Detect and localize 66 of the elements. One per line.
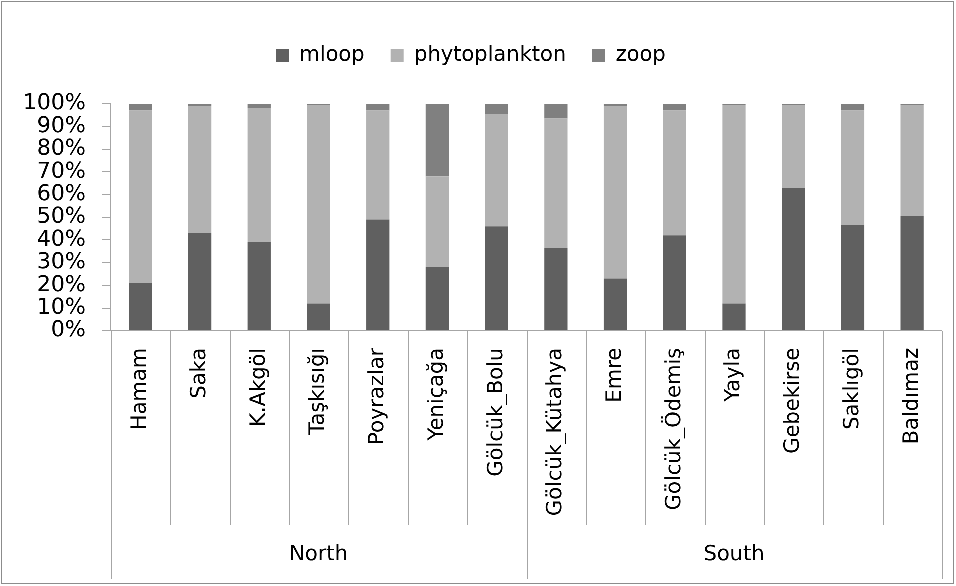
y-tick-label: 30% <box>37 250 86 275</box>
x-tick-label: Saklıgöl <box>839 348 864 430</box>
bar <box>544 118 568 248</box>
y-tick-label: 80% <box>37 136 86 162</box>
bar <box>485 104 508 114</box>
text: North <box>289 541 348 566</box>
bar <box>841 104 865 111</box>
x-tick-label: Yayla <box>720 348 745 403</box>
bar <box>366 104 390 111</box>
bar <box>841 225 865 330</box>
bar <box>485 226 508 330</box>
bar <box>307 105 330 304</box>
y-tick-label: 10% <box>37 295 86 320</box>
x-tick-label: K.Akgöl <box>246 348 270 427</box>
x-tick-label: Gölcük_Kütahya <box>542 348 567 516</box>
bar <box>426 176 450 268</box>
bar <box>544 248 568 330</box>
bar <box>366 110 390 220</box>
bar <box>782 188 806 330</box>
bar <box>900 216 924 330</box>
x-tick-label: Saka <box>186 348 210 399</box>
y-tick-label: 20% <box>37 272 86 298</box>
legend-label: mloop <box>300 42 365 66</box>
bar <box>722 105 746 304</box>
bar <box>426 267 450 330</box>
y-tick-label: 0% <box>51 318 86 343</box>
y-tick-label: 90% <box>37 113 86 138</box>
x-tick-label: Emre <box>602 348 626 403</box>
legend-label: zoop <box>616 42 666 66</box>
bar <box>366 220 390 330</box>
y-tick-label: 60% <box>37 182 86 207</box>
x-tick-label: Gebekirse <box>780 348 804 454</box>
y-tick-label: 40% <box>37 226 86 252</box>
x-tick-label: Hamam <box>127 348 152 430</box>
bar <box>188 233 212 330</box>
bar <box>782 105 806 188</box>
bar <box>307 304 330 330</box>
bar <box>485 114 508 227</box>
y-tick-label: 50% <box>37 204 86 230</box>
bar <box>841 110 865 226</box>
bar <box>663 236 686 330</box>
bar <box>663 110 686 236</box>
x-tick-label: Gölcük_Bolu <box>483 348 508 477</box>
bar <box>248 108 271 242</box>
y-tick-label: 100% <box>23 90 86 116</box>
bar <box>129 110 152 284</box>
bar <box>604 106 628 279</box>
y-tick-label: 70% <box>37 158 86 184</box>
bar <box>248 104 271 109</box>
x-tick-label: Yeniçağa <box>424 348 448 442</box>
x-tick-label: Baldımaz <box>898 348 923 445</box>
bar <box>129 283 152 330</box>
bar <box>188 106 212 234</box>
bar <box>663 104 686 111</box>
bar <box>248 242 271 330</box>
x-tick-label: Gölcük_Ödemiş <box>660 348 686 510</box>
legend-label: phytoplankton <box>414 42 566 66</box>
bar <box>604 278 628 330</box>
x-tick-label: Taşkısığı <box>305 348 330 436</box>
x-tick-label: Poyrazlar <box>364 348 389 446</box>
text: South <box>704 541 765 566</box>
bar <box>544 104 568 119</box>
bar <box>129 104 152 111</box>
bar <box>722 304 746 330</box>
bar <box>426 104 450 177</box>
bar <box>900 105 924 216</box>
